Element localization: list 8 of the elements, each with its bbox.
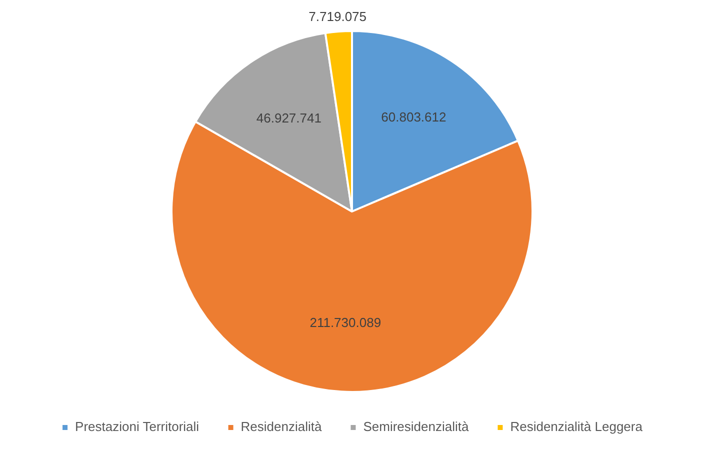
data-label: 46.927.741 [256, 110, 322, 126]
data-label: 60.803.612 [381, 110, 446, 125]
legend-label: Prestazioni Territoriali [75, 419, 200, 434]
legend-label: Residenzialità [240, 419, 322, 434]
legend-label: Semiresidenzialità [363, 419, 470, 434]
legend-label: Residenzialità Leggera [510, 419, 644, 434]
data-label: 211.730.089 [310, 314, 382, 330]
data-label: 7.719.075 [308, 9, 367, 24]
